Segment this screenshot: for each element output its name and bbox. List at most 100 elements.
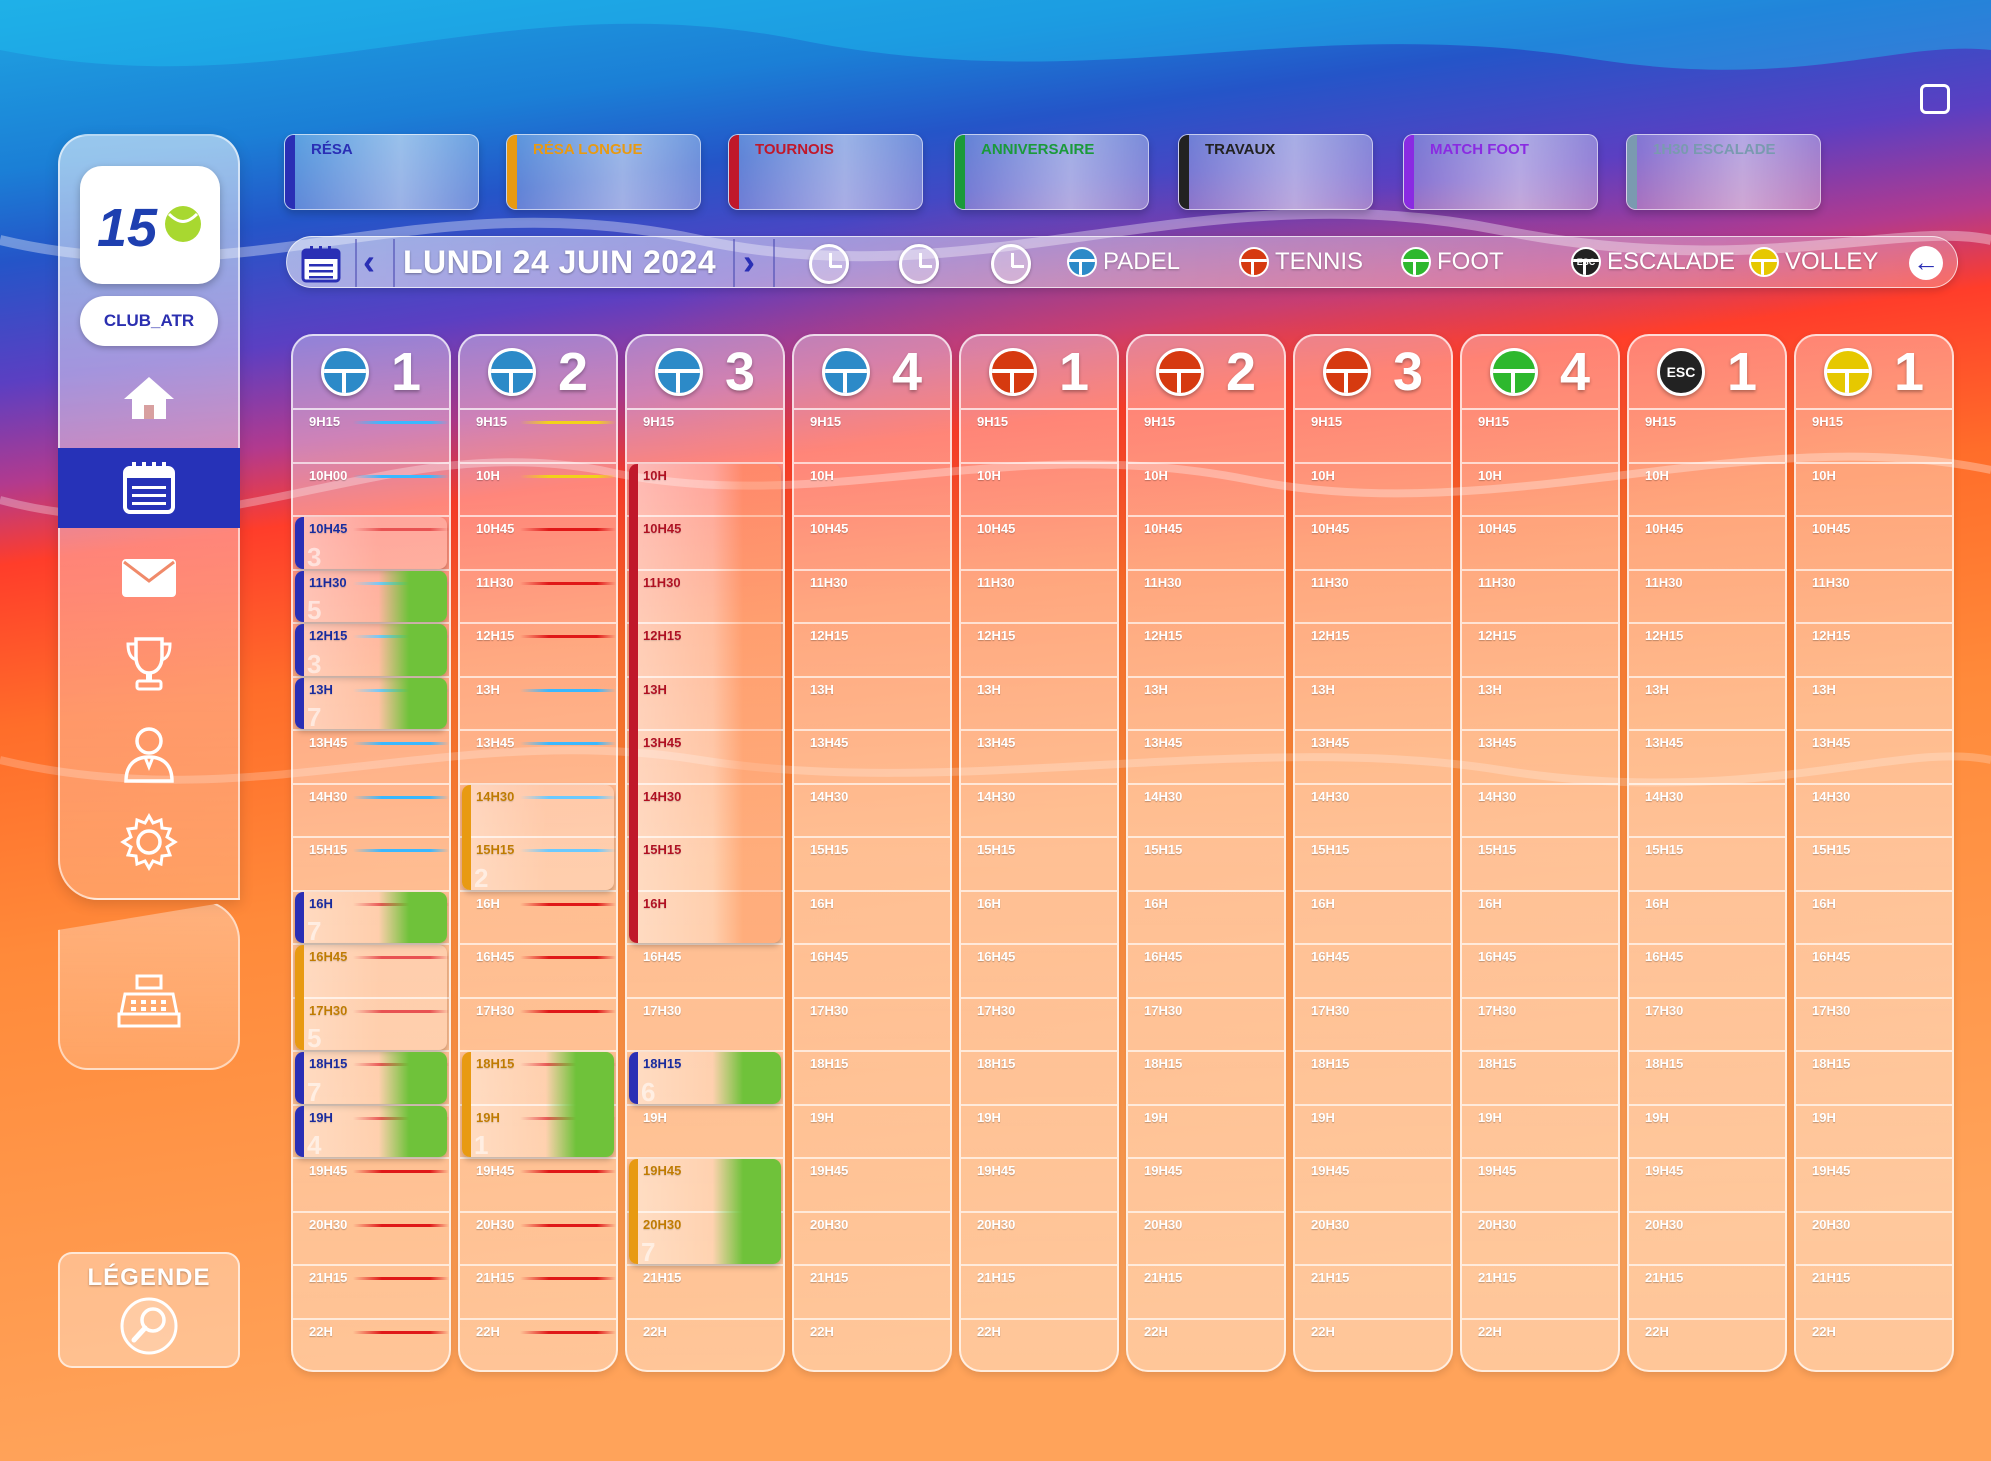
court-header[interactable]: 4 (794, 336, 950, 410)
time-slot[interactable]: 14H30 (460, 785, 616, 838)
time-slot[interactable]: 12H15 (1295, 624, 1451, 678)
time-slot[interactable]: 10H45 (1796, 517, 1952, 571)
time-slot[interactable]: 19H45 (293, 1159, 449, 1213)
time-slot[interactable]: 21H15 (794, 1266, 950, 1320)
time-slot[interactable]: 19H (1128, 1106, 1284, 1159)
time-slot[interactable]: 22H (460, 1320, 616, 1371)
booking-block[interactable]: 13H 7 (295, 677, 447, 729)
time-slot[interactable]: 9H15 (1629, 410, 1785, 464)
time-slot[interactable]: 20H30 (1462, 1213, 1618, 1266)
club-logo[interactable]: 15 (80, 166, 220, 284)
time-slot[interactable]: 16H45 (794, 945, 950, 999)
court-header[interactable]: 1 (961, 336, 1117, 410)
time-slot[interactable]: 21H15 (1128, 1266, 1284, 1320)
filter-padel[interactable]: PADEL (1067, 247, 1180, 277)
time-slot[interactable]: 16H45 (1128, 945, 1284, 999)
time-slot[interactable]: 10H45 (627, 517, 783, 571)
time-slot[interactable]: 10H (627, 464, 783, 517)
time-slot[interactable]: 12H15 (627, 624, 783, 678)
time-slot[interactable]: 19H (1462, 1106, 1618, 1159)
time-slot[interactable]: 13H (1796, 678, 1952, 731)
time-slot[interactable]: 17H30 (1295, 999, 1451, 1052)
time-slot[interactable]: 10H45 (794, 517, 950, 571)
nav-calendar[interactable] (58, 448, 240, 528)
time-slot[interactable]: 10H45 (293, 517, 449, 571)
filter-tennis[interactable]: TENNIS (1239, 247, 1363, 277)
time-slot[interactable]: 10H45 (1462, 517, 1618, 571)
time-slot[interactable]: 17H30 (1128, 999, 1284, 1052)
time-slot[interactable]: 11H30 (460, 571, 616, 624)
time-slot[interactable]: 15H15 (794, 838, 950, 892)
time-slot[interactable]: 16H45 (1462, 945, 1618, 999)
time-slot[interactable]: 14H30 (961, 785, 1117, 838)
legend-button[interactable]: LÉGENDE (58, 1252, 240, 1368)
court-header[interactable]: ESC 1 (1629, 336, 1785, 410)
category-card[interactable]: MATCH FOOT (1403, 134, 1598, 210)
time-slot[interactable]: 13H (1629, 678, 1785, 731)
booking-block[interactable]: 10H 10H45 11H30 12H15 13H 13H45 14H30 15H15 16H (629, 463, 781, 943)
time-slot[interactable]: 18H15 (1462, 1052, 1618, 1106)
filter-foot[interactable]: FOOT (1401, 247, 1504, 277)
time-slot[interactable]: 10H (460, 464, 616, 517)
time-slot[interactable]: 20H30 (293, 1213, 449, 1266)
time-slot[interactable]: 9H15 (1796, 410, 1952, 464)
time-slot[interactable]: 12H15 (460, 624, 616, 678)
time-slot[interactable]: 10H (1796, 464, 1952, 517)
filter-escalade[interactable]: ESC ESCALADE (1571, 247, 1735, 277)
time-slot[interactable]: 16H45 (1629, 945, 1785, 999)
time-slot[interactable]: 9H15 (1295, 410, 1451, 464)
time-slot[interactable]: 21H15 (627, 1266, 783, 1320)
time-slot[interactable]: 18H15 (1128, 1052, 1284, 1106)
time-slot[interactable]: 13H45 (961, 731, 1117, 785)
time-slot[interactable]: 22H (627, 1320, 783, 1371)
filter-volley[interactable]: VOLLEY (1749, 247, 1878, 277)
time-slot[interactable]: 19H (961, 1106, 1117, 1159)
booking-block[interactable]: 16H45 17H30 5 (295, 945, 447, 1050)
booking-block[interactable]: 19H45 20H30 7 (629, 1159, 781, 1264)
time-slot[interactable]: 17H30 (460, 999, 616, 1052)
court-header[interactable]: 4 (1462, 336, 1618, 410)
time-slot[interactable]: 13H (961, 678, 1117, 731)
booking-block[interactable]: 16H 7 (295, 891, 447, 943)
nav-mail[interactable] (58, 538, 240, 618)
time-slot[interactable]: 19H45 (961, 1159, 1117, 1213)
time-slot[interactable]: 10H45 (460, 517, 616, 571)
time-slot[interactable]: 17H30 (1462, 999, 1618, 1052)
time-slot[interactable]: 21H15 (1295, 1266, 1451, 1320)
time-slot[interactable]: 13H45 (627, 731, 783, 785)
time-slot[interactable]: 21H15 (1796, 1266, 1952, 1320)
time-slot[interactable]: 19H45 (460, 1159, 616, 1213)
time-slot[interactable]: 15H15 (1128, 838, 1284, 892)
court-header[interactable]: 1 (293, 336, 449, 410)
time-slot[interactable]: 17H30 (794, 999, 950, 1052)
time-slot[interactable]: 9H15 (460, 410, 616, 464)
time-slot[interactable]: 16H45 (1796, 945, 1952, 999)
time-slot[interactable]: 12H15 (1796, 624, 1952, 678)
time-slot[interactable]: 17H30 (293, 999, 449, 1052)
time-slot[interactable]: 14H30 (1629, 785, 1785, 838)
time-slot[interactable]: 18H15 (1629, 1052, 1785, 1106)
time-slot[interactable]: 22H (794, 1320, 950, 1371)
time-slot[interactable]: 14H30 (1796, 785, 1952, 838)
booking-block[interactable]: 19H 4 (295, 1105, 447, 1157)
category-card[interactable]: RÉSA LONGUE (506, 134, 701, 210)
time-slot[interactable]: 22H (1796, 1320, 1952, 1371)
time-slot[interactable]: 13H45 (794, 731, 950, 785)
time-slot[interactable]: 22H (1295, 1320, 1451, 1371)
time-slot[interactable]: 15H15 (1796, 838, 1952, 892)
time-slot[interactable]: 22H (1629, 1320, 1785, 1371)
time-slot[interactable]: 12H15 (794, 624, 950, 678)
time-slot[interactable]: 17H30 (1796, 999, 1952, 1052)
time-slot[interactable]: 13H (794, 678, 950, 731)
time-slot[interactable]: 16H45 (460, 945, 616, 999)
time-slot[interactable]: 22H (961, 1320, 1117, 1371)
time-slot[interactable]: 21H15 (1462, 1266, 1618, 1320)
time-slot[interactable]: 10H (1295, 464, 1451, 517)
time-slot[interactable]: 14H30 (1128, 785, 1284, 838)
clock-morning-icon[interactable] (809, 244, 849, 284)
time-slot[interactable]: 17H30 (961, 999, 1117, 1052)
nav-settings[interactable] (58, 802, 240, 882)
time-slot[interactable]: 16H45 (293, 945, 449, 999)
back-arrow-icon[interactable]: ← (1909, 246, 1943, 280)
nav-cash-register[interactable] (58, 962, 240, 1042)
